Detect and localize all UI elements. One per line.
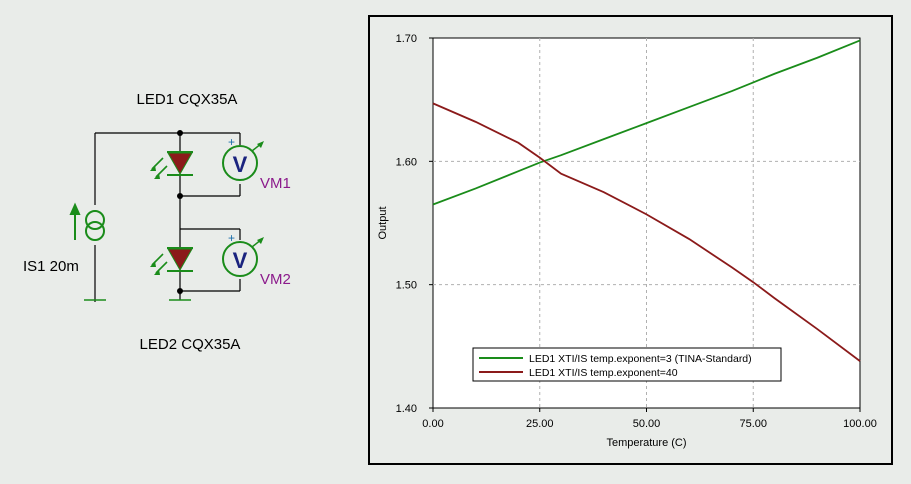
circuit-schematic: V + V + LED1 CQX35A LED2 CQX35A IS1 20m …: [23, 91, 291, 353]
series-lines: [432, 39, 861, 362]
voltmeter-vm2-icon: [222, 237, 264, 277]
line-chart: 0.00 25.00 50.00 75.00 100.00 1.40 1.50 1.60 1.7…: [377, 33, 877, 449]
series-line-1: [432, 39, 861, 206]
y-tick-label: 1.60: [396, 156, 417, 168]
vm2-label: VM2: [260, 271, 291, 288]
x-axis-label: Temperature (C): [606, 437, 686, 449]
x-tick-label: 75.00: [739, 418, 767, 430]
legend-entry: LED1 XTI/IS temp.exponent=40: [529, 367, 678, 379]
led1-symbol: [150, 151, 193, 179]
junction-dot: [177, 130, 183, 136]
legend-entry: LED1 XTI/IS temp.exponent=3 (TINA-Standa…: [529, 353, 752, 365]
y-tick-label: 1.70: [396, 33, 417, 45]
voltmeter-vm2-plus: +: [228, 231, 235, 245]
voltmeter-vm1-symbol: V: [233, 152, 248, 177]
voltmeter-vm1-plus: +: [228, 135, 235, 149]
y-tick-label: 1.40: [396, 403, 417, 415]
legend-box: [472, 347, 782, 382]
current-source-icon: [69, 202, 105, 241]
y-axis-label: Output: [377, 206, 389, 239]
source-label: IS1 20m: [23, 258, 79, 275]
led2-label: LED2 CQX35A: [140, 336, 241, 353]
wires: [94, 132, 241, 302]
vm1-label: VM1: [260, 175, 291, 192]
led1-label: LED1 CQX35A: [137, 91, 238, 108]
x-tick-label: 50.00: [633, 418, 661, 430]
voltmeter-vm1-icon: [222, 141, 264, 181]
legend: LED1 XTI/IS temp.exponent=3 (TINA-Standa…: [472, 347, 782, 382]
chart-panel: 0.00 25.00 50.00 75.00 100.00 1.40 1.50 1.60 1.7…: [368, 15, 893, 465]
tick-labels: 0.00 25.00 50.00 75.00 100.00 1.40 1.50 1.60 1.7…: [396, 33, 877, 430]
x-tick-label: 0.00: [422, 418, 443, 430]
voltmeter-vm2-symbol: V: [233, 248, 248, 273]
led2-symbol: [150, 247, 193, 275]
x-tick-label: 100.00: [843, 418, 877, 430]
series-line-2: [432, 102, 861, 362]
junction-dot: [177, 193, 183, 199]
x-tick-label: 25.00: [526, 418, 554, 430]
y-tick-label: 1.50: [396, 280, 417, 292]
grid: [433, 38, 860, 408]
